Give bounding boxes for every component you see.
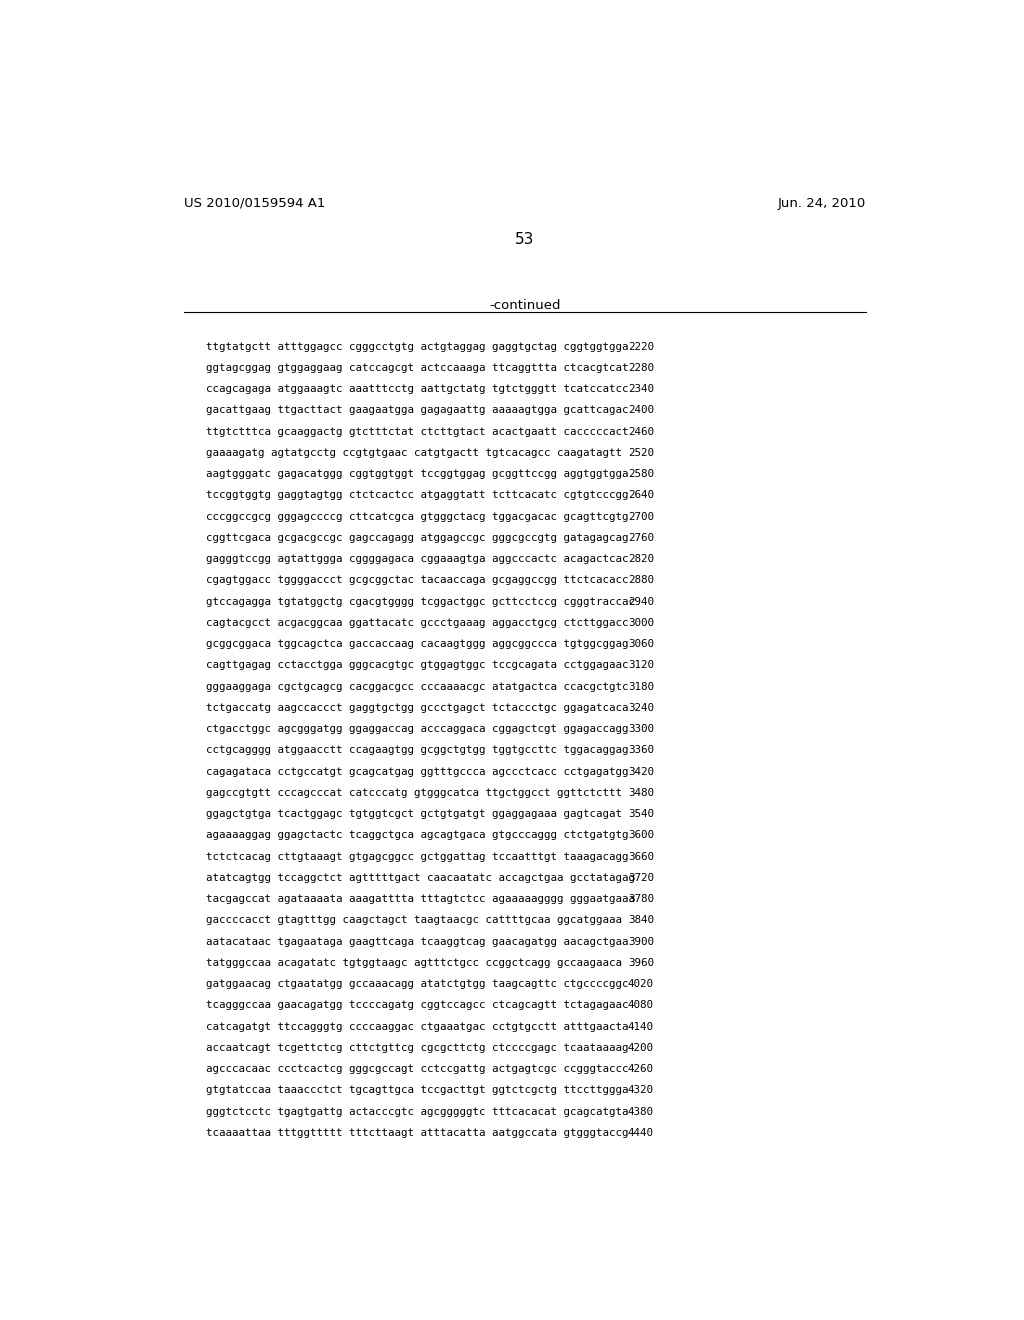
Text: tatgggccaa acagatatc tgtggtaagc agtttctgcc ccggctcagg gccaagaaca: tatgggccaa acagatatc tgtggtaagc agtttctg… [206, 958, 622, 968]
Text: ggagctgtga tcactggagc tgtggtcgct gctgtgatgt ggaggagaaa gagtcagat: ggagctgtga tcactggagc tgtggtcgct gctgtga… [206, 809, 622, 820]
Text: ggtagcggag gtggaggaag catccagcgt actccaaaga ttcaggttta ctcacgtcat: ggtagcggag gtggaggaag catccagcgt actccaa… [206, 363, 628, 374]
Text: ccagcagaga atggaaagtc aaatttcctg aattgctatg tgtctgggtt tcatccatcc: ccagcagaga atggaaagtc aaatttcctg aattgct… [206, 384, 628, 395]
Text: gggaaggaga cgctgcagcg cacggacgcc cccaaaacgc atatgactca ccacgctgtc: gggaaggaga cgctgcagcg cacggacgcc cccaaaa… [206, 681, 628, 692]
Text: gggtctcctc tgagtgattg actacccgtc agcgggggtc tttcacacat gcagcatgta: gggtctcctc tgagtgattg actacccgtc agcgggg… [206, 1106, 628, 1117]
Text: 3840: 3840 [628, 916, 654, 925]
Text: 3660: 3660 [628, 851, 654, 862]
Text: 3900: 3900 [628, 937, 654, 946]
Text: 3720: 3720 [628, 873, 654, 883]
Text: 2280: 2280 [628, 363, 654, 374]
Text: gtgtatccaa taaaccctct tgcagttgca tccgacttgt ggtctcgctg ttccttggga: gtgtatccaa taaaccctct tgcagttgca tccgact… [206, 1085, 628, 1096]
Text: 3300: 3300 [628, 725, 654, 734]
Text: tcagggccaa gaacagatgg tccccagatg cggtccagcc ctcagcagtt tctagagaac: tcagggccaa gaacagatgg tccccagatg cggtcca… [206, 1001, 628, 1011]
Text: gagccgtgtt cccagcccat catcccatg gtgggcatca ttgctggcct ggttctcttt: gagccgtgtt cccagcccat catcccatg gtgggcat… [206, 788, 622, 799]
Text: 2520: 2520 [628, 447, 654, 458]
Text: ctgacctggc agcgggatgg ggaggaccag acccaggaca cggagctcgt ggagaccagg: ctgacctggc agcgggatgg ggaggaccag acccagg… [206, 725, 628, 734]
Text: 2400: 2400 [628, 405, 654, 416]
Text: tctctcacag cttgtaaagt gtgagcggcc gctggattag tccaatttgt taaagacagg: tctctcacag cttgtaaagt gtgagcggcc gctggat… [206, 851, 628, 862]
Text: 3540: 3540 [628, 809, 654, 820]
Text: cagtacgcct acgacggcaa ggattacatc gccctgaaag aggacctgcg ctcttggacc: cagtacgcct acgacggcaa ggattacatc gccctga… [206, 618, 628, 628]
Text: 2640: 2640 [628, 491, 654, 500]
Text: 2580: 2580 [628, 469, 654, 479]
Text: catcagatgt ttccagggtg ccccaaggac ctgaaatgac cctgtgcctt atttgaacta: catcagatgt ttccagggtg ccccaaggac ctgaaat… [206, 1022, 628, 1032]
Text: 4020: 4020 [628, 979, 654, 989]
Text: 2340: 2340 [628, 384, 654, 395]
Text: cagttgagag cctacctgga gggcacgtgc gtggagtggc tccgcagata cctggagaac: cagttgagag cctacctgga gggcacgtgc gtggagt… [206, 660, 628, 671]
Text: tcaaaattaa tttggttttt tttcttaagt atttacatta aatggccata gtgggtaccg: tcaaaattaa tttggttttt tttcttaagt atttaca… [206, 1129, 628, 1138]
Text: gaaaagatg agtatgcctg ccgtgtgaac catgtgactt tgtcacagcc caagatagtt: gaaaagatg agtatgcctg ccgtgtgaac catgtgac… [206, 447, 622, 458]
Text: -continued: -continued [489, 298, 560, 312]
Text: 4260: 4260 [628, 1064, 654, 1074]
Text: 4380: 4380 [628, 1106, 654, 1117]
Text: accaatcagt tcgettctcg cttctgttcg cgcgcttctg ctccccgagc tcaataaaag: accaatcagt tcgettctcg cttctgttcg cgcgctt… [206, 1043, 628, 1053]
Text: ttgtatgctt atttggagcc cgggcctgtg actgtaggag gaggtgctag cggtggtgga: ttgtatgctt atttggagcc cgggcctgtg actgtag… [206, 342, 628, 351]
Text: Jun. 24, 2010: Jun. 24, 2010 [777, 197, 866, 210]
Text: US 2010/0159594 A1: US 2010/0159594 A1 [183, 197, 326, 210]
Text: atatcagtgg tccaggctct agtttttgact caacaatatc accagctgaa gcctatagag: atatcagtgg tccaggctct agtttttgact caacaa… [206, 873, 635, 883]
Text: 2460: 2460 [628, 426, 654, 437]
Text: gacattgaag ttgacttact gaagaatgga gagagaattg aaaaagtgga gcattcagac: gacattgaag ttgacttact gaagaatgga gagagaa… [206, 405, 628, 416]
Text: 2820: 2820 [628, 554, 654, 564]
Text: agcccacaac ccctcactcg gggcgccagt cctccgattg actgagtcgc ccgggtaccc: agcccacaac ccctcactcg gggcgccagt cctccga… [206, 1064, 628, 1074]
Text: cggttcgaca gcgacgccgc gagccagagg atggagccgc gggcgccgtg gatagagcag: cggttcgaca gcgacgccgc gagccagagg atggagc… [206, 533, 628, 543]
Text: 3780: 3780 [628, 894, 654, 904]
Text: 2700: 2700 [628, 512, 654, 521]
Text: 3960: 3960 [628, 958, 654, 968]
Text: gtccagagga tgtatggctg cgacgtgggg tcggactggc gcttcctccg cgggtraccac: gtccagagga tgtatggctg cgacgtgggg tcggact… [206, 597, 635, 607]
Text: 4320: 4320 [628, 1085, 654, 1096]
Text: 3000: 3000 [628, 618, 654, 628]
Text: aatacataac tgagaataga gaagttcaga tcaaggtcag gaacagatgg aacagctgaa: aatacataac tgagaataga gaagttcaga tcaaggt… [206, 937, 628, 946]
Text: 2940: 2940 [628, 597, 654, 607]
Text: tccggtggtg gaggtagtgg ctctcactcc atgaggtatt tcttcacatc cgtgtcccgg: tccggtggtg gaggtagtgg ctctcactcc atgaggt… [206, 491, 628, 500]
Text: 4140: 4140 [628, 1022, 654, 1032]
Text: agaaaaggag ggagctactc tcaggctgca agcagtgaca gtgcccaggg ctctgatgtg: agaaaaggag ggagctactc tcaggctgca agcagtg… [206, 830, 628, 841]
Text: 53: 53 [515, 231, 535, 247]
Text: ttgtctttca gcaaggactg gtctttctat ctcttgtact acactgaatt cacccccact: ttgtctttca gcaaggactg gtctttctat ctcttgt… [206, 426, 628, 437]
Text: 3420: 3420 [628, 767, 654, 776]
Text: cgagtggacc tggggaccct gcgcggctac tacaaccaga gcgaggccgg ttctcacacc: cgagtggacc tggggaccct gcgcggctac tacaacc… [206, 576, 628, 586]
Text: 3060: 3060 [628, 639, 654, 649]
Text: gaccccacct gtagtttgg caagctagct taagtaacgc cattttgcaa ggcatggaaa: gaccccacct gtagtttgg caagctagct taagtaac… [206, 916, 622, 925]
Text: gatggaacag ctgaatatgg gccaaacagg atatctgtgg taagcagttc ctgccccggc: gatggaacag ctgaatatgg gccaaacagg atatctg… [206, 979, 628, 989]
Text: 3360: 3360 [628, 746, 654, 755]
Text: aagtgggatc gagacatggg cggtggtggt tccggtggag gcggttccgg aggtggtgga: aagtgggatc gagacatggg cggtggtggt tccggtg… [206, 469, 628, 479]
Text: gcggcggaca tggcagctca gaccaccaag cacaagtggg aggcggccca tgtggcggag: gcggcggaca tggcagctca gaccaccaag cacaagt… [206, 639, 628, 649]
Text: 2220: 2220 [628, 342, 654, 351]
Text: 3240: 3240 [628, 704, 654, 713]
Text: cagagataca cctgccatgt gcagcatgag ggtttgccca agccctcacc cctgagatgg: cagagataca cctgccatgt gcagcatgag ggtttgc… [206, 767, 628, 776]
Text: tctgaccatg aagccaccct gaggtgctgg gccctgagct tctaccctgc ggagatcaca: tctgaccatg aagccaccct gaggtgctgg gccctga… [206, 704, 628, 713]
Text: 4200: 4200 [628, 1043, 654, 1053]
Text: cctgcagggg atggaacctt ccagaagtgg gcggctgtgg tggtgccttc tggacaggag: cctgcagggg atggaacctt ccagaagtgg gcggctg… [206, 746, 628, 755]
Text: 2880: 2880 [628, 576, 654, 586]
Text: 4080: 4080 [628, 1001, 654, 1011]
Text: tacgagccat agataaaata aaagatttta tttagtctcc agaaaaagggg gggaatgaaa: tacgagccat agataaaata aaagatttta tttagtc… [206, 894, 635, 904]
Text: 3120: 3120 [628, 660, 654, 671]
Text: 3180: 3180 [628, 681, 654, 692]
Text: 2760: 2760 [628, 533, 654, 543]
Text: gagggtccgg agtattggga cggggagaca cggaaagtga aggcccactc acagactcac: gagggtccgg agtattggga cggggagaca cggaaag… [206, 554, 628, 564]
Text: 3600: 3600 [628, 830, 654, 841]
Text: 3480: 3480 [628, 788, 654, 799]
Text: cccggccgcg gggagccccg cttcatcgca gtgggctacg tggacgacac gcagttcgtg: cccggccgcg gggagccccg cttcatcgca gtgggct… [206, 512, 628, 521]
Text: 4440: 4440 [628, 1129, 654, 1138]
